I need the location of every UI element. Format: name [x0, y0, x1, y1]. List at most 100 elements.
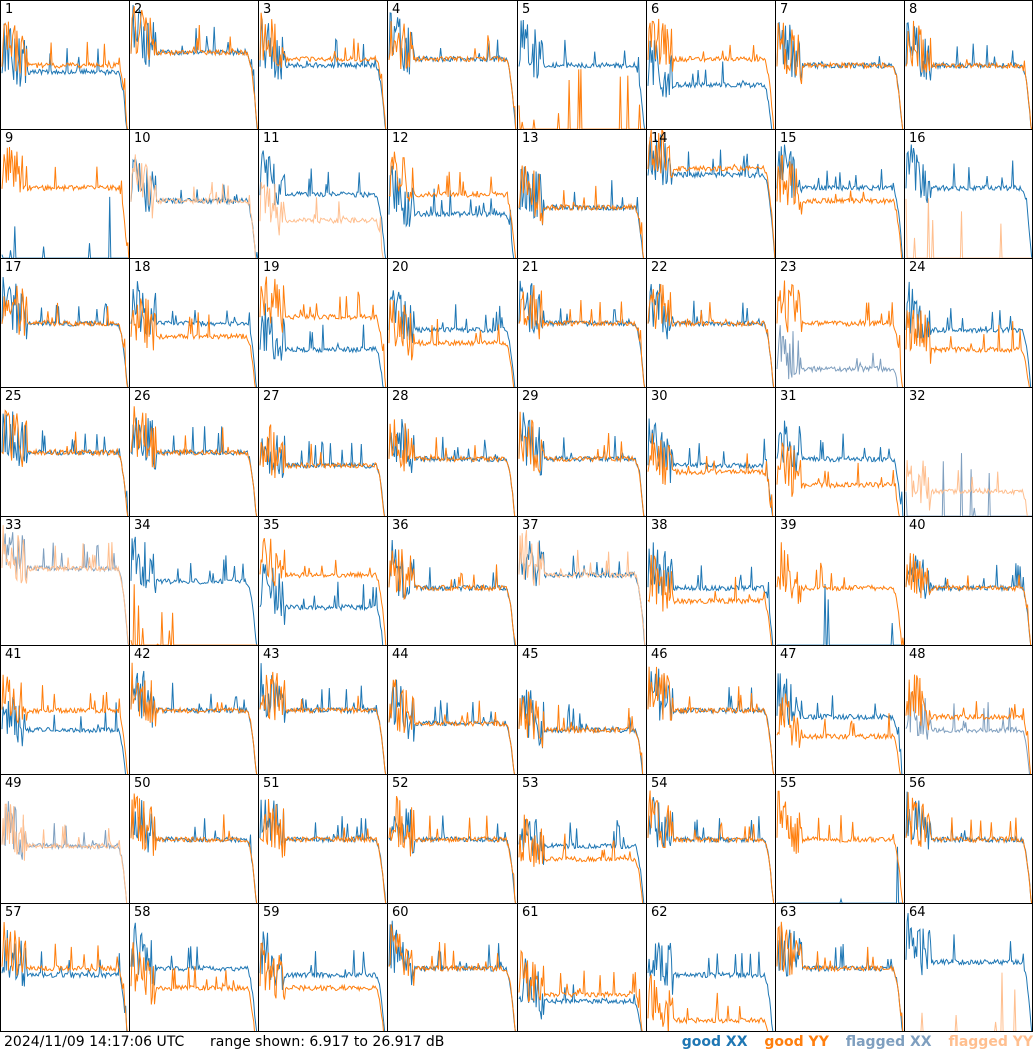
- series-yy-line: [388, 796, 516, 903]
- panel-plot: [130, 536, 258, 645]
- panel-plot: [130, 662, 258, 774]
- series-yy-line: [1, 409, 129, 516]
- series-xx-line: [388, 539, 516, 645]
- panel-47: 47: [775, 645, 905, 775]
- series-yy-line: [388, 549, 517, 645]
- panel-label: 58: [134, 905, 151, 920]
- panel-label: 39: [780, 518, 797, 533]
- panel-plot: [518, 689, 644, 774]
- panel-label: 17: [5, 260, 22, 275]
- panel-plot: [388, 920, 516, 1031]
- panel-plot: [647, 542, 774, 645]
- series-yy-line: [518, 285, 646, 387]
- series-xx-line: [259, 150, 387, 258]
- panel-plot: [647, 666, 775, 774]
- panel-label: 52: [392, 776, 409, 791]
- series-xx-line: [1, 23, 128, 129]
- panel-17: 17: [0, 258, 130, 388]
- panel-label: 48: [909, 647, 926, 662]
- panel-28: 28: [387, 387, 518, 517]
- panel-55: 55: [775, 774, 905, 904]
- panel-label: 12: [392, 131, 409, 146]
- panel-label: 5: [522, 2, 531, 17]
- series-xx-line: [776, 673, 903, 774]
- panel-32: 32: [904, 387, 1033, 517]
- series-xx-line: [259, 563, 384, 645]
- panel-plot: [518, 19, 646, 129]
- series-xx-line: [776, 583, 904, 645]
- panel-label: 56: [909, 776, 926, 791]
- panel-38: 38: [646, 516, 776, 646]
- panel-plot: [905, 553, 1032, 645]
- panel-label: 53: [522, 776, 539, 791]
- panel-label: 61: [522, 905, 539, 920]
- panel-plot: [776, 22, 904, 129]
- series-yy-line: [130, 942, 255, 1031]
- series-yy-line: [388, 924, 516, 1031]
- series-xx-line: [905, 913, 1032, 1031]
- panel-label: 1: [5, 2, 14, 17]
- panel-plot: [776, 790, 904, 903]
- series-yy-line: [905, 20, 1032, 129]
- series-xx-line: [647, 942, 774, 1031]
- panel-label: 38: [651, 518, 668, 533]
- series-xx-line: [388, 418, 516, 516]
- panel-15: 15: [775, 129, 905, 259]
- series-xx-line: [130, 670, 258, 774]
- panel-plot: [259, 663, 387, 774]
- timestamp: 2024/11/09 14:17:06 UTC: [4, 1034, 185, 1050]
- panel-44: 44: [387, 645, 518, 775]
- panel-label: 11: [263, 131, 280, 146]
- panel-plot: [905, 674, 1032, 774]
- series-yy-line: [905, 310, 1030, 387]
- legend-good-yy: good YY: [764, 1034, 829, 1050]
- series-xx-line: [776, 420, 904, 516]
- series-yy-line: [776, 790, 904, 903]
- series-xx-line: [1, 532, 129, 645]
- panel-plot: [259, 538, 387, 645]
- series-xx-line: [1, 276, 129, 387]
- series-yy-line: [130, 406, 258, 516]
- series-xx-line: [518, 689, 644, 774]
- panel-59: 59: [258, 903, 388, 1032]
- panel-plot: [776, 420, 904, 516]
- series-yy-line: [518, 691, 644, 774]
- panel-13: 13: [517, 129, 647, 259]
- panel-54: 54: [646, 774, 776, 904]
- series-yy-line: [776, 280, 904, 387]
- panel-61: 61: [517, 903, 647, 1032]
- panel-label: 28: [392, 389, 409, 404]
- panel-label: 29: [522, 389, 539, 404]
- panel-29: 29: [517, 387, 647, 517]
- panel-34: 34: [129, 516, 259, 646]
- panel-33: 33: [0, 516, 130, 646]
- panel-50: 50: [129, 774, 259, 904]
- panel-plot: [130, 281, 258, 387]
- panel-label: 10: [134, 131, 151, 146]
- panel-label: 49: [5, 776, 22, 791]
- panel-plot: [130, 154, 258, 258]
- series-yy-line: [259, 538, 387, 645]
- series-xx-line: [776, 924, 903, 1031]
- series-xx-line: [388, 679, 515, 774]
- panel-plot: [905, 453, 1032, 516]
- series-xx-line: [905, 791, 1032, 903]
- series-yy-line: [259, 276, 387, 387]
- series-xx-line: [518, 819, 645, 903]
- panel-label: 63: [780, 905, 797, 920]
- panel-49: 49: [0, 774, 130, 904]
- series-xx-line: [905, 682, 1031, 774]
- panel-plot: [905, 913, 1032, 1031]
- panel-label: 34: [134, 518, 151, 533]
- series-xx-line: [1, 411, 129, 516]
- panel-label: 47: [780, 647, 797, 662]
- panel-label: 64: [909, 905, 926, 920]
- series-xx-line: [905, 281, 1032, 387]
- series-xx-line: [647, 283, 775, 387]
- series-yy-line: [647, 433, 774, 516]
- panel-label: 36: [392, 518, 409, 533]
- series-yy-line: [1, 803, 128, 903]
- panel-label: 4: [392, 2, 401, 17]
- panel-16: 16: [904, 129, 1033, 259]
- panel-1: 1: [0, 0, 130, 130]
